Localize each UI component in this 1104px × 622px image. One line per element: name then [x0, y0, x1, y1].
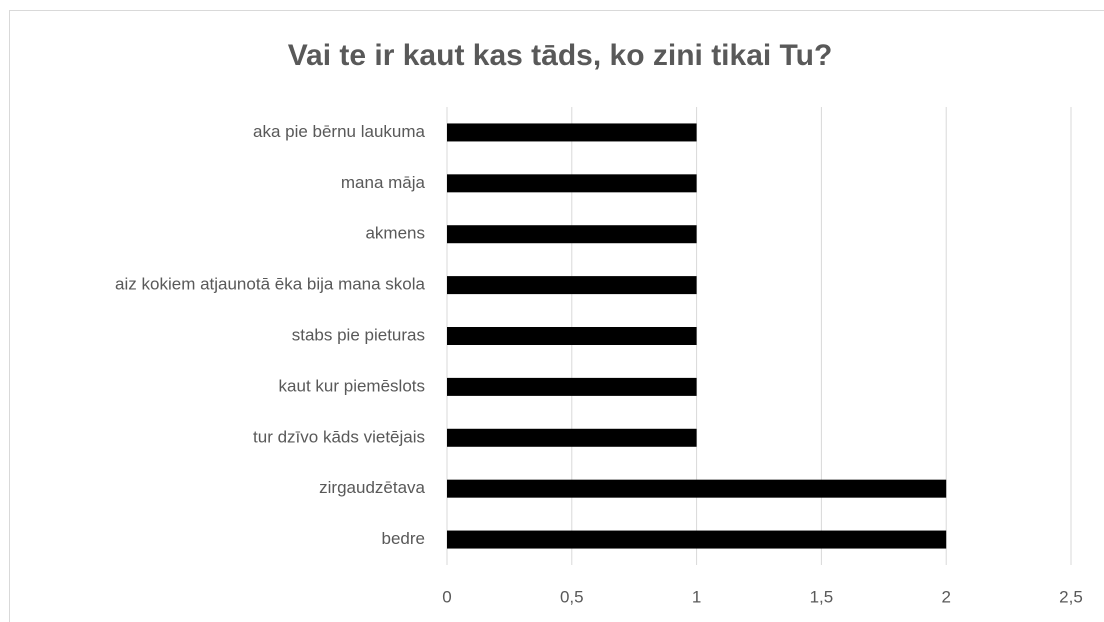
y-tick-label: akmens [365, 224, 425, 243]
bar [447, 327, 697, 345]
bar [447, 123, 697, 142]
chart-frame [9, 10, 1104, 622]
bar [447, 530, 947, 549]
y-tick-label: zirgaudzētava [319, 478, 425, 497]
bar [447, 428, 697, 447]
chart-title: Vai te ir kaut kas tāds, ko zini tikai T… [288, 39, 833, 72]
y-tick-label: aka pie bērnu laukuma [253, 122, 426, 141]
y-tick-label: stabs pie pieturas [292, 325, 425, 344]
x-tick-label: 1,5 [810, 587, 834, 606]
x-tick-label: 0 [442, 587, 451, 606]
y-tick-label: mana māja [341, 173, 426, 192]
bar [447, 174, 697, 193]
bar [447, 276, 697, 295]
bar [447, 479, 947, 498]
y-tick-label: bedre [382, 529, 425, 548]
bar [447, 377, 697, 396]
y-tick-label: tur dzīvo kāds vietējais [253, 427, 425, 446]
x-tick-label: 2 [941, 587, 950, 606]
x-tick-label: 1 [692, 587, 701, 606]
x-tick-label: 0,5 [560, 587, 584, 606]
y-tick-label: aiz kokiem atjaunotā ēka bija mana skola [115, 275, 425, 294]
bar [447, 225, 697, 244]
x-tick-label: 2,5 [1059, 587, 1083, 606]
y-tick-label: kaut kur piemēslots [279, 376, 425, 395]
